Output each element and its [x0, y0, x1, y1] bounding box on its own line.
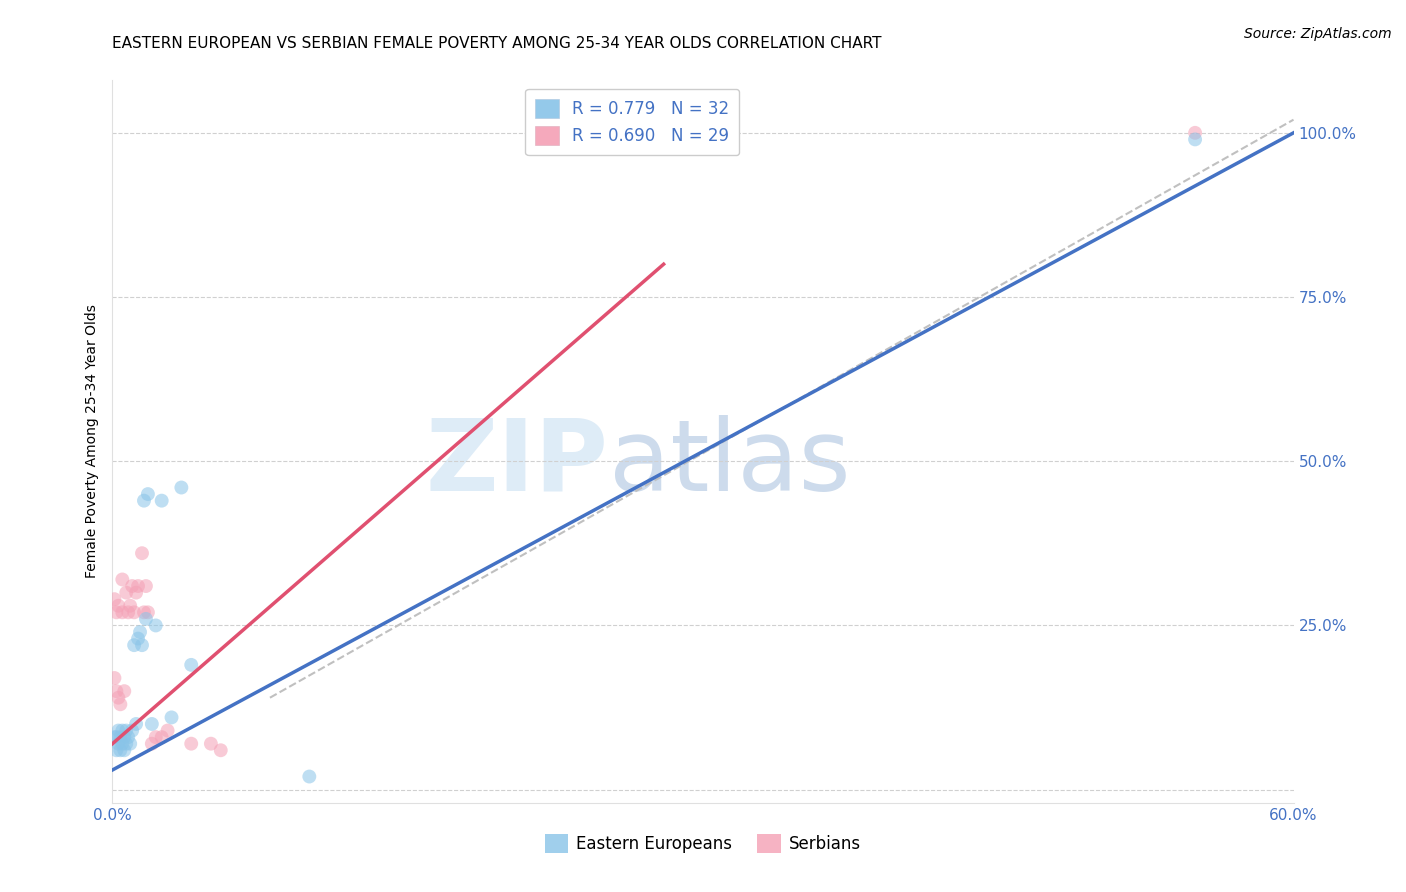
Point: [120, 737, 142, 751]
Point: [110, 698, 132, 712]
Point: [150, 493, 173, 508]
Text: Source: ZipAtlas.com: Source: ZipAtlas.com: [1244, 27, 1392, 41]
Point: [1184, 126, 1206, 140]
Point: [103, 730, 125, 744]
Point: [117, 605, 139, 619]
Point: [125, 717, 148, 731]
Point: [298, 770, 321, 784]
Point: [200, 737, 222, 751]
Point: [110, 743, 132, 757]
Point: [105, 684, 128, 698]
Point: [115, 723, 138, 738]
Point: [107, 599, 129, 613]
Point: [107, 690, 129, 705]
Point: [132, 605, 155, 619]
Point: [136, 487, 159, 501]
Text: ZIP: ZIP: [426, 415, 609, 512]
Point: [160, 710, 183, 724]
Point: [122, 638, 145, 652]
Point: [136, 605, 159, 619]
Text: atlas: atlas: [609, 415, 851, 512]
Point: [103, 671, 125, 685]
Point: [180, 657, 202, 672]
Point: [145, 618, 167, 632]
Point: [115, 585, 138, 599]
Point: [112, 684, 135, 698]
Point: [1184, 132, 1206, 146]
Point: [105, 730, 128, 744]
Point: [111, 723, 134, 738]
Point: [105, 605, 128, 619]
Point: [111, 605, 134, 619]
Point: [209, 743, 232, 757]
Text: EASTERN EUROPEAN VS SERBIAN FEMALE POVERTY AMONG 25-34 YEAR OLDS CORRELATION CHA: EASTERN EUROPEAN VS SERBIAN FEMALE POVER…: [112, 36, 882, 51]
Point: [111, 573, 134, 587]
Point: [112, 743, 135, 757]
Point: [112, 730, 135, 744]
Point: [135, 579, 157, 593]
Point: [107, 737, 129, 751]
Point: [132, 493, 155, 508]
Point: [150, 730, 173, 744]
Point: [117, 730, 139, 744]
Point: [103, 592, 125, 607]
Point: [122, 605, 145, 619]
Point: [129, 625, 152, 640]
Point: [170, 481, 193, 495]
Point: [121, 579, 143, 593]
Point: [141, 737, 163, 751]
Point: [180, 737, 202, 751]
Point: [111, 737, 134, 751]
Point: [115, 737, 138, 751]
Point: [127, 579, 149, 593]
Point: [121, 723, 143, 738]
Point: [107, 723, 129, 738]
Point: [110, 730, 132, 744]
Point: [105, 743, 128, 757]
Y-axis label: Female Poverty Among 25-34 Year Olds: Female Poverty Among 25-34 Year Olds: [84, 304, 98, 579]
Point: [127, 632, 149, 646]
Point: [156, 723, 179, 738]
Legend: Eastern Europeans, Serbians: Eastern Europeans, Serbians: [538, 827, 868, 860]
Point: [141, 717, 163, 731]
Point: [145, 730, 167, 744]
Point: [131, 546, 153, 560]
Point: [135, 612, 157, 626]
Point: [125, 585, 148, 599]
Point: [120, 599, 142, 613]
Point: [131, 638, 153, 652]
